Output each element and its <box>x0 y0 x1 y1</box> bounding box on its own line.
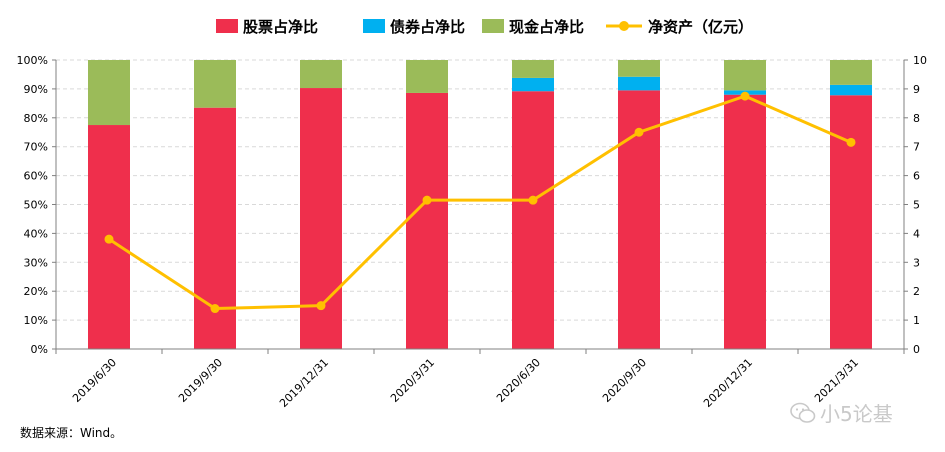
bar-segment-1-8 <box>830 95 872 350</box>
axes <box>52 59 908 354</box>
right-tick-label: 6 <box>913 170 920 183</box>
category-label: 2020/6/30 <box>494 356 543 405</box>
legend-label: 净资产（亿元） <box>648 18 753 36</box>
left-tick-label: 90% <box>24 83 48 96</box>
bar-segment-3-2 <box>194 60 236 108</box>
left-tick-label: 0% <box>31 343 48 356</box>
legend-swatch <box>363 19 385 33</box>
line-point-7 <box>740 91 750 101</box>
bar-segment-1-7 <box>724 94 766 350</box>
right-tick-label: 4 <box>913 227 920 240</box>
left-tick-label: 20% <box>24 285 48 298</box>
gridlines <box>56 59 904 321</box>
series-line <box>108 94 852 311</box>
bar-segment-2-8 <box>830 84 872 96</box>
bar-segment-3-8 <box>830 60 872 85</box>
right-tick-label: 5 <box>913 199 920 212</box>
bar-segment-2-6 <box>618 76 660 91</box>
legend-swatch <box>482 19 504 33</box>
left-tick-label: 50% <box>24 199 48 212</box>
net-asset-line <box>104 91 856 314</box>
right-tick-label: 3 <box>913 256 920 269</box>
bar-segment-3-7 <box>724 60 766 91</box>
legend-swatch <box>216 19 238 33</box>
watermark: 小5论基 <box>790 398 893 427</box>
wechat-icon <box>790 402 816 423</box>
category-label: 2020/9/30 <box>600 356 649 405</box>
line-point-5 <box>528 195 538 205</box>
left-tick-label: 10% <box>24 314 48 327</box>
right-tick-label: 8 <box>913 112 920 125</box>
bar-segment-3-4 <box>406 60 448 93</box>
bar-segment-1-5 <box>512 91 554 349</box>
line-point-4 <box>422 195 432 205</box>
line-point-6 <box>634 127 644 137</box>
right-tick-label: 7 <box>913 141 920 154</box>
left-tick-label: 100% <box>17 54 48 67</box>
legend-label: 股票占净比 <box>243 18 318 36</box>
bar-segment-3-3 <box>300 60 342 89</box>
left-tick-label: 30% <box>24 256 48 269</box>
legend-label: 债券占净比 <box>390 18 465 36</box>
left-tick-label: 80% <box>24 112 48 125</box>
tick-labels: 0% 10% 20% 30% 40% 50% 60% 70% 80% 90% 100% 0 1 2 3 4 5 6… <box>17 54 927 410</box>
left-tick-label: 70% <box>24 141 48 154</box>
source-note: 数据来源：Wind。 <box>20 426 123 440</box>
category-label: 2020/12/31 <box>701 356 755 410</box>
line-point-1 <box>104 234 114 244</box>
legend: 股票占净比 债券占净比 现金占净比 净资产（亿元） <box>216 18 753 36</box>
right-tick-label: 1 <box>913 314 920 327</box>
bar-segment-2-5 <box>512 77 554 92</box>
category-label: 2019/6/30 <box>70 356 119 405</box>
legend-label: 现金占净比 <box>509 18 584 36</box>
category-label: 2019/12/31 <box>277 356 331 410</box>
left-tick-label: 40% <box>24 227 48 240</box>
right-tick-label: 9 <box>913 83 920 96</box>
right-tick-label: 2 <box>913 285 920 298</box>
line-point-8 <box>846 137 856 147</box>
bar-segment-3-6 <box>618 60 660 77</box>
line-point-3 <box>316 301 326 311</box>
right-tick-label: 0 <box>913 343 920 356</box>
bar-segment-1-4 <box>406 92 448 350</box>
watermark-text: 小5论基 <box>820 402 893 426</box>
category-label: 2020/3/31 <box>388 356 437 405</box>
bar-segment-3-5 <box>512 60 554 78</box>
right-tick-label: 10 <box>913 54 927 67</box>
category-label: 2019/9/30 <box>176 356 225 405</box>
line-point-2 <box>210 304 220 314</box>
bars <box>88 60 872 350</box>
legend-marker <box>619 21 629 31</box>
bar-segment-3-1 <box>88 60 130 126</box>
left-tick-label: 60% <box>24 170 48 183</box>
